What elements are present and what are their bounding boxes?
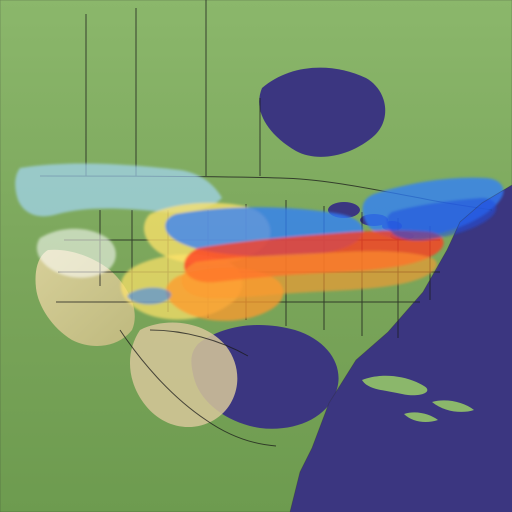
mexico-highlands xyxy=(129,322,238,428)
weather-overlay xyxy=(15,163,504,321)
overlay-band-orange xyxy=(181,251,437,299)
caribbean-islands xyxy=(362,375,474,422)
overlay-northeast-darkblue xyxy=(386,197,497,241)
hudson-bay xyxy=(259,67,386,157)
overlay-western-white xyxy=(36,228,116,278)
overlay-south-speckles xyxy=(127,287,172,305)
overlay-western-light xyxy=(15,163,222,217)
